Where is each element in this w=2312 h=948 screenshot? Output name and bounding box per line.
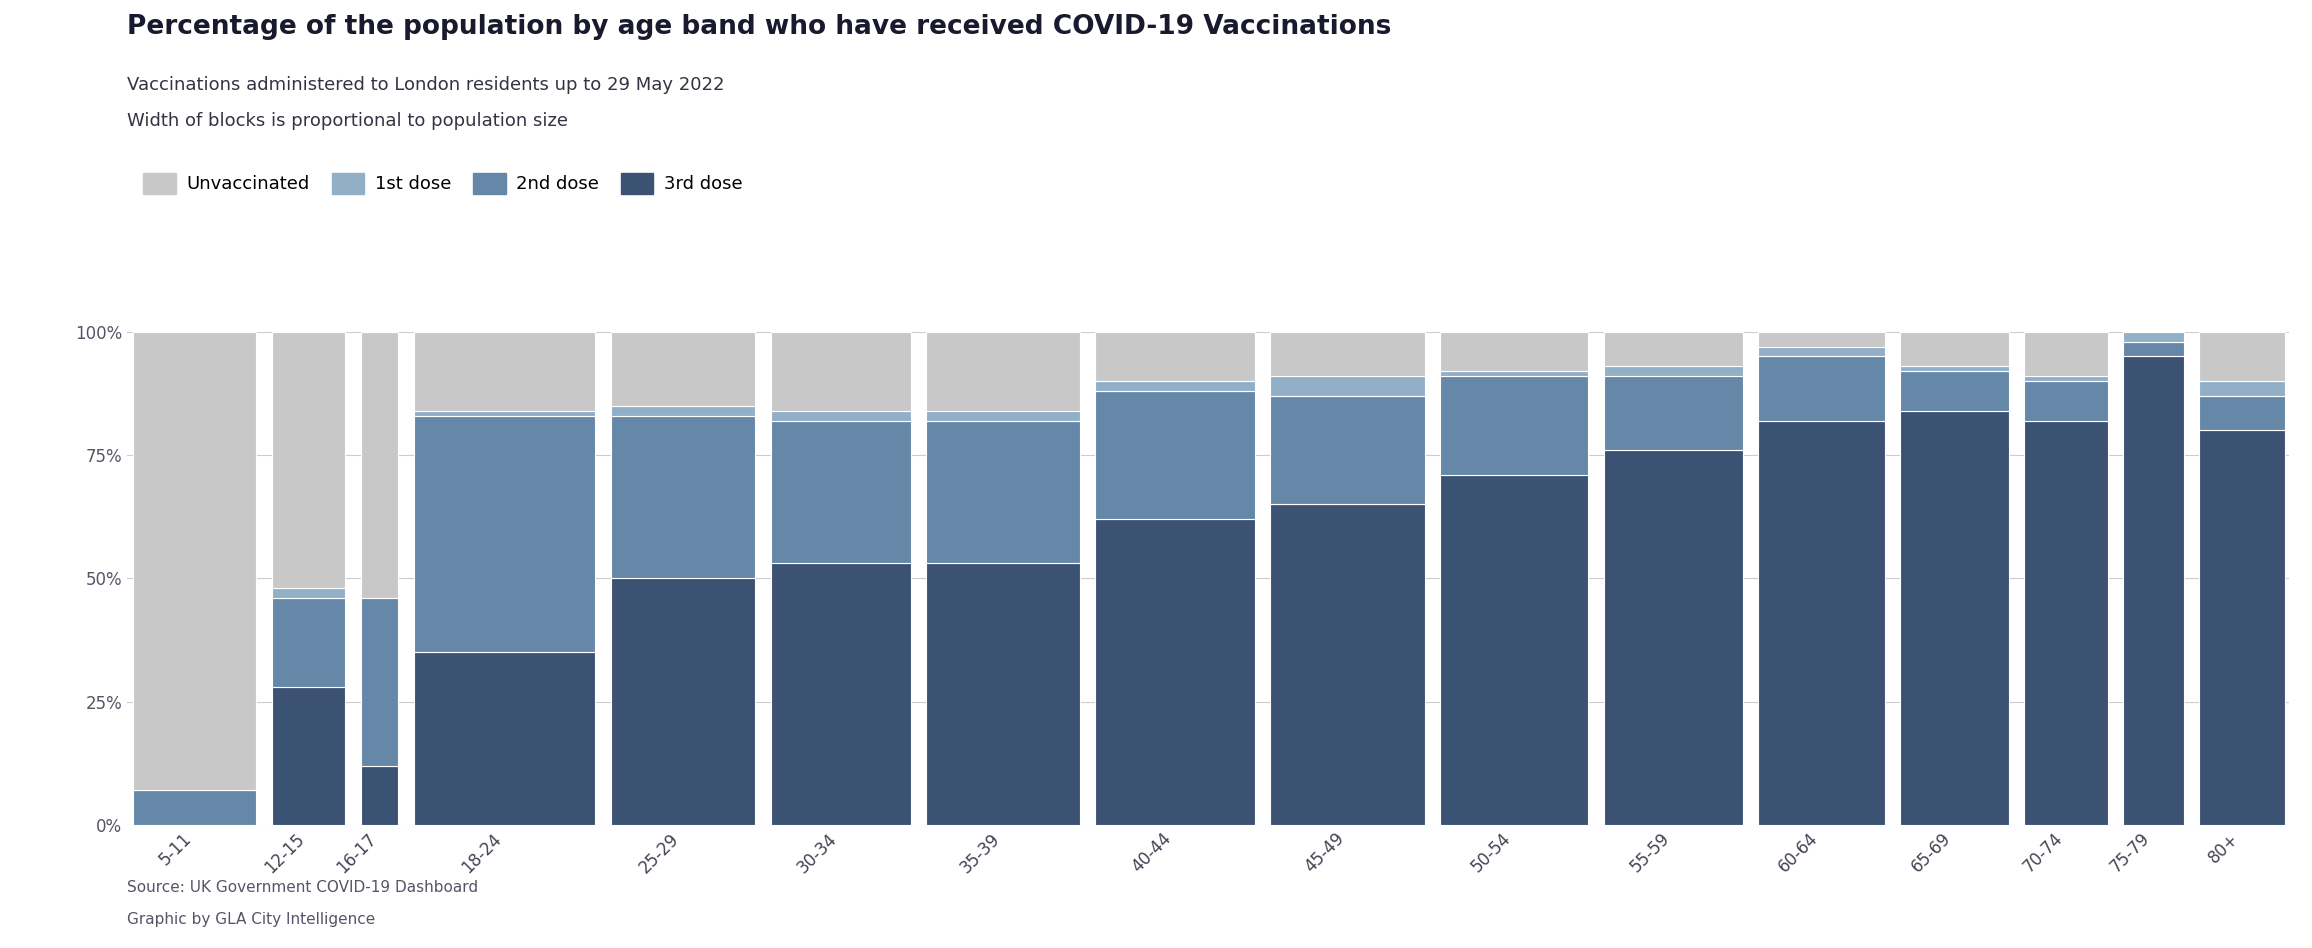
Bar (273, 588, 344, 598)
Bar (2122, 332, 2185, 341)
Bar (1759, 421, 1884, 825)
Bar (1605, 450, 1743, 825)
Bar (1759, 347, 1884, 356)
Text: Vaccinations administered to London residents up to 29 May 2022: Vaccinations administered to London resi… (127, 76, 724, 94)
Bar (927, 421, 1080, 563)
Bar (610, 415, 756, 578)
Bar (2025, 381, 2109, 421)
Bar (361, 332, 398, 598)
Bar (1440, 372, 1588, 376)
Bar (770, 563, 911, 825)
Bar (610, 406, 756, 415)
Bar (1605, 332, 1743, 366)
Bar (610, 332, 756, 406)
Text: Graphic by GLA City Intelligence: Graphic by GLA City Intelligence (127, 912, 375, 927)
Bar (770, 410, 911, 421)
Bar (361, 766, 398, 825)
Bar (610, 578, 756, 825)
Bar (273, 332, 344, 588)
Bar (927, 410, 1080, 421)
Bar (414, 652, 594, 825)
Bar (927, 563, 1080, 825)
Bar (2122, 341, 2185, 356)
Text: Percentage of the population by age band who have received COVID-19 Vaccinations: Percentage of the population by age band… (127, 14, 1392, 40)
Bar (2025, 421, 2109, 825)
Bar (1440, 475, 1588, 825)
Bar (414, 410, 594, 415)
Bar (273, 686, 344, 825)
Bar (1269, 332, 1424, 376)
Bar (414, 332, 594, 410)
Bar (2025, 376, 2109, 381)
Bar (1900, 410, 2009, 825)
Bar (1759, 356, 1884, 421)
Bar (1900, 372, 2009, 410)
Bar (2199, 430, 2284, 825)
Bar (1900, 366, 2009, 372)
Bar (1605, 366, 1743, 376)
Bar (1269, 396, 1424, 504)
Bar (1269, 376, 1424, 396)
Bar (2122, 356, 2185, 825)
Bar (1440, 376, 1588, 475)
Bar (1096, 381, 1255, 391)
Bar (1269, 504, 1424, 825)
Bar (2199, 381, 2284, 396)
Bar (2199, 332, 2284, 381)
Text: Source: UK Government COVID-19 Dashboard: Source: UK Government COVID-19 Dashboard (127, 880, 479, 895)
Bar (1096, 520, 1255, 825)
Bar (273, 598, 344, 686)
Bar (1900, 332, 2009, 366)
Bar (2199, 396, 2284, 430)
Legend: Unvaccinated, 1st dose, 2nd dose, 3rd dose: Unvaccinated, 1st dose, 2nd dose, 3rd do… (136, 166, 749, 201)
Bar (1759, 332, 1884, 347)
Bar (770, 421, 911, 563)
Bar (361, 524, 398, 598)
Bar (134, 791, 257, 825)
Bar (361, 524, 398, 766)
Bar (2025, 332, 2109, 376)
Text: Width of blocks is proportional to population size: Width of blocks is proportional to popul… (127, 112, 569, 130)
Bar (1096, 332, 1255, 381)
Bar (927, 332, 1080, 410)
Bar (1605, 376, 1743, 450)
Bar (134, 332, 257, 791)
Bar (1440, 332, 1588, 372)
Bar (414, 415, 594, 652)
Bar (1096, 391, 1255, 520)
Bar (770, 332, 911, 410)
